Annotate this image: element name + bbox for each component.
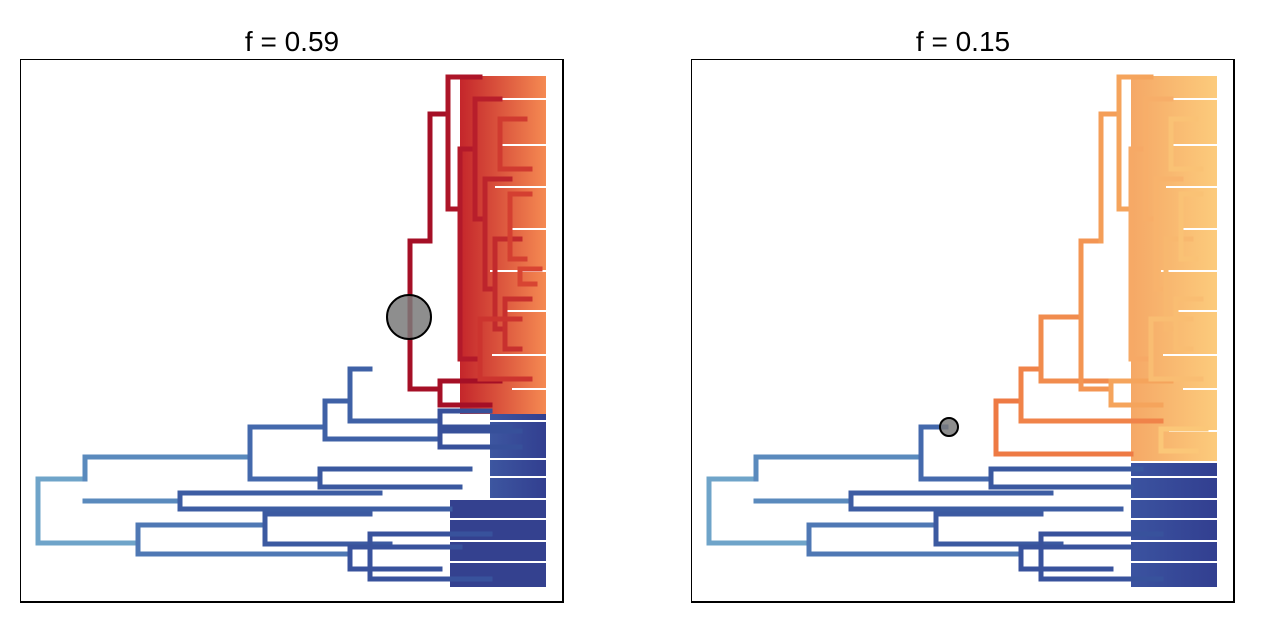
tip-region-blue (350, 414, 546, 587)
plot-frame (691, 59, 1235, 603)
panel-title-right: f = 0.15 (915, 26, 1011, 57)
blue-clade (706, 424, 1164, 582)
orange-clade (946, 74, 1209, 457)
tree-panel-right (691, 59, 1235, 603)
shift-node-marker (939, 417, 959, 437)
plot-frame (20, 59, 564, 603)
red-clade (367, 74, 543, 408)
tip-region-blue (1021, 463, 1217, 587)
panel-title-left: f = 0.59 (244, 26, 340, 57)
tree-panel-left (20, 59, 564, 603)
shift-node-marker (386, 294, 432, 340)
blue-clade (35, 366, 523, 582)
